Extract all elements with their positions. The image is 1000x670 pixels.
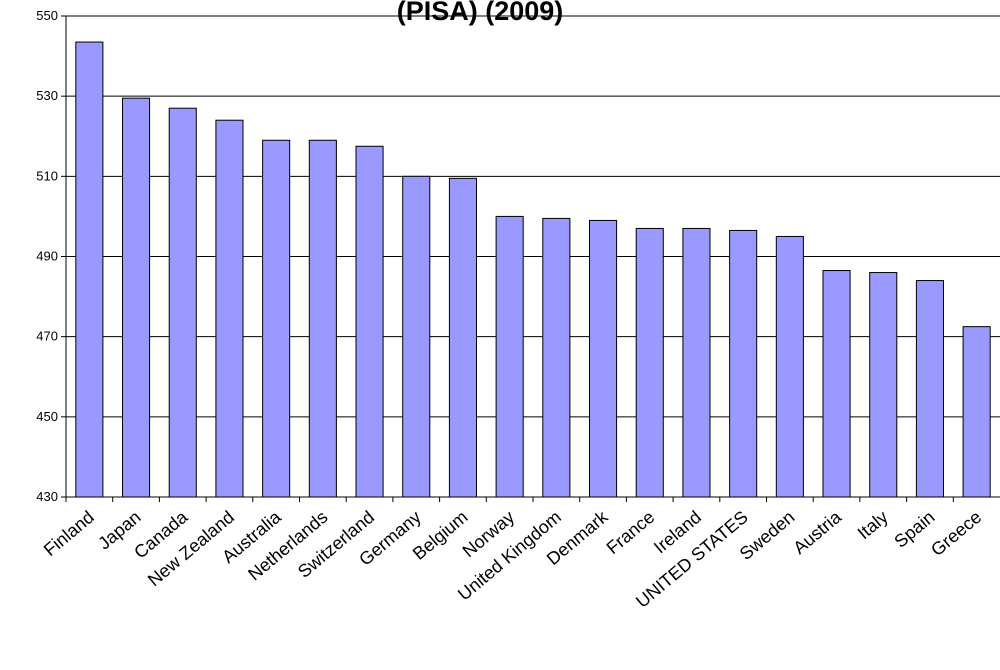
bar-netherlands [308, 139, 337, 498]
bar-finland [75, 41, 104, 498]
y-axis-ticks: 430 450 470 490 510 530 550 [36, 8, 66, 504]
bar-norway [495, 215, 524, 498]
bar-austria [822, 270, 851, 498]
bar-japan [122, 97, 151, 498]
bar-united-states [729, 229, 758, 498]
bar-spain [915, 280, 944, 498]
x-tick-label: Finland [40, 507, 98, 560]
gridlines [66, 15, 1000, 418]
x-tick-label: Austria [789, 506, 846, 558]
bar-canada [168, 107, 197, 498]
bar-sweden [775, 235, 804, 498]
y-tick-label: 450 [36, 409, 58, 424]
y-tick-label: 470 [36, 329, 58, 344]
bar-germany [402, 175, 431, 498]
bars [75, 41, 991, 498]
bar-italy [869, 272, 898, 498]
y-tick-label: 530 [36, 88, 58, 103]
y-tick-label: 490 [36, 249, 58, 264]
x-tick-label: France [603, 507, 659, 558]
bar-switzerland [355, 145, 384, 498]
bar-belgium [448, 177, 477, 498]
y-tick-label: 510 [36, 168, 58, 183]
bar-france [635, 227, 664, 498]
bar-ireland [682, 227, 711, 498]
x-tick-label: Italy [854, 507, 892, 544]
bar-new-zealand [215, 119, 244, 498]
bar-greece [962, 326, 991, 498]
y-tick-label: 430 [36, 489, 58, 504]
bar-australia [262, 139, 291, 498]
x-tick-label: Greece [927, 507, 985, 560]
bar-denmark [589, 219, 618, 498]
bar-united-kingdom [542, 217, 571, 498]
y-tick-label: 550 [36, 8, 58, 23]
chart-title: (PISA) (2009) [397, 0, 564, 26]
